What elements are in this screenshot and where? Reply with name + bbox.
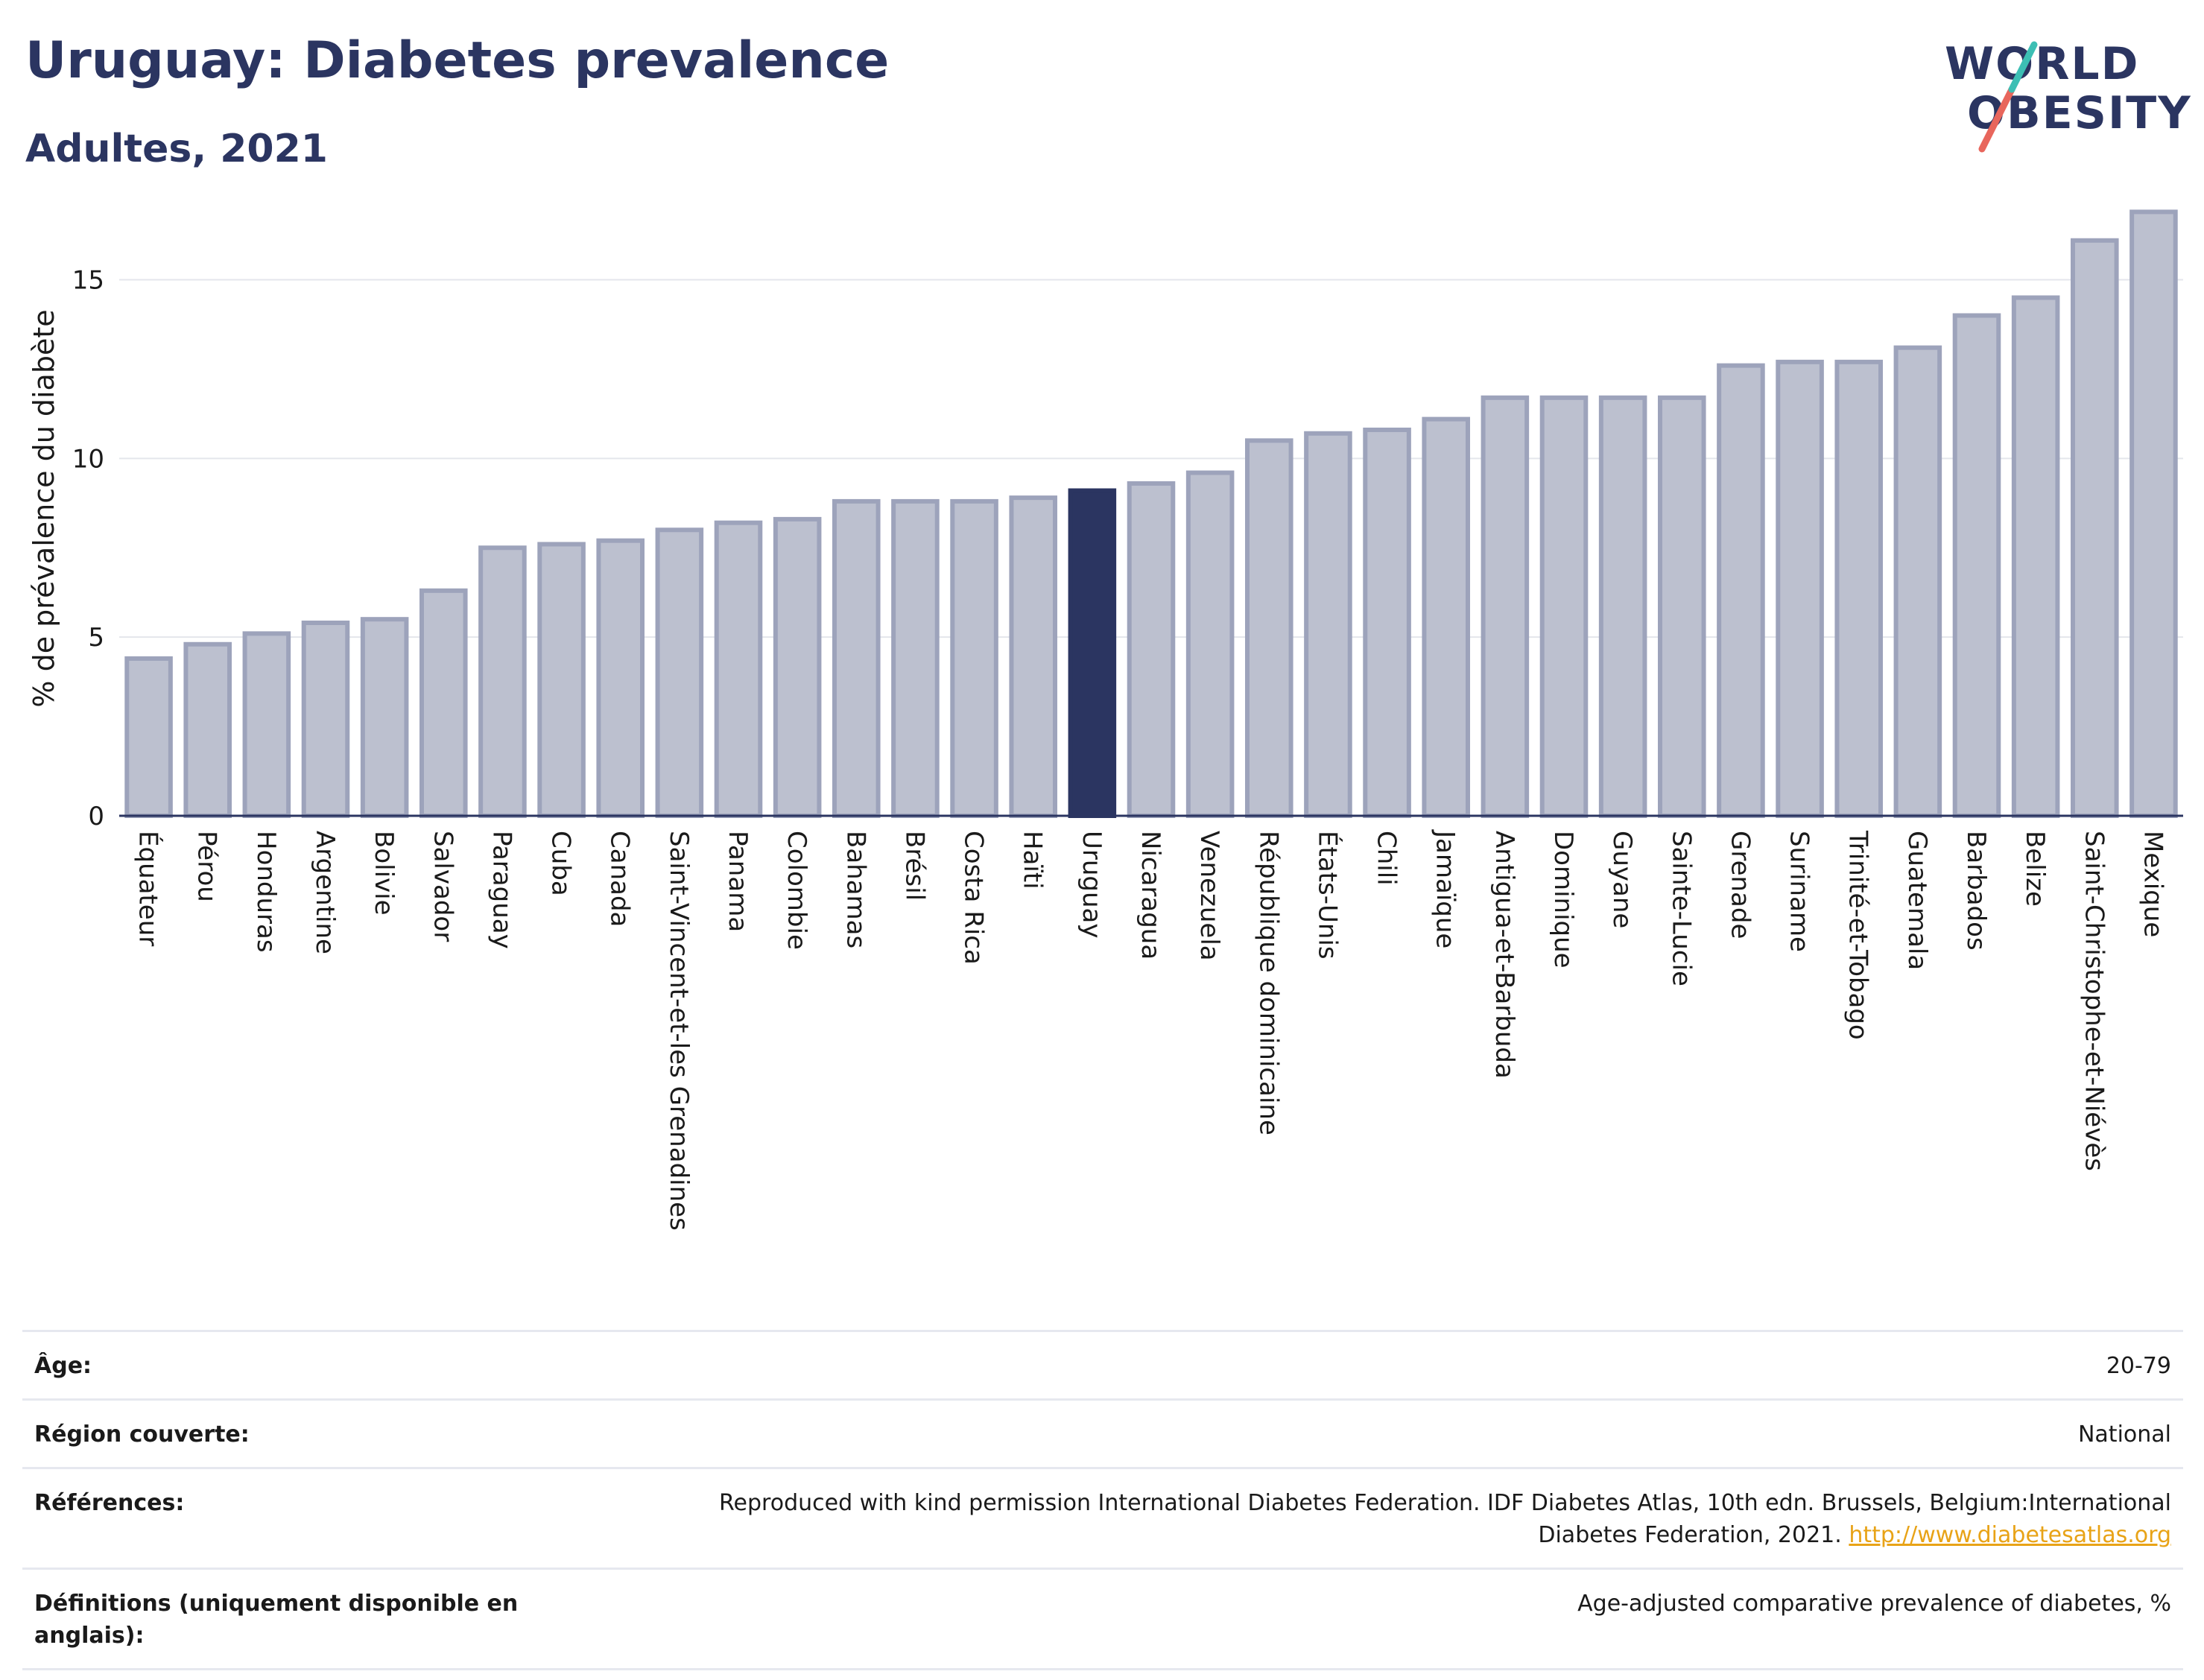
x-tick-label: Panama [723,831,753,932]
bar [360,617,409,818]
bar [183,641,232,819]
meta-row-definitions: Définitions (uniquement disponible en an… [22,1568,2183,1670]
bar [950,498,998,818]
meta-label: Âge: [34,1353,92,1379]
logo-line-1: WORLD [1945,38,2140,90]
meta-value: National [2077,1421,2171,1448]
bar [1893,345,1942,818]
x-tick-label: Paraguay [487,831,516,949]
bar [1422,416,1470,818]
meta-value: Age-adjusted comparative prevalence of d… [1577,1591,2171,1617]
bar [1481,395,1530,818]
bar [773,516,822,818]
bar [1363,427,1411,818]
meta-value-references: Reproduced with kind permission Internat… [644,1487,2183,1551]
meta-row-references: Références: Reproduced with kind permiss… [22,1467,2183,1568]
meta-row-age: Âge: 20-79 [22,1330,2183,1398]
bar [478,545,527,818]
world-obesity-logo[interactable]: WORLD OBESITY [1945,30,2191,156]
x-tick-label: Honduras [251,831,281,953]
logo-slash-icon [1978,41,2038,153]
x-tick-label: Venezuela [1194,831,1224,961]
bar [1127,481,1176,818]
x-tick-label: Colombie [782,831,811,950]
references-text: Reproduced with kind permission Internat… [719,1490,2171,1548]
x-tick-label: Haïti [1018,831,1048,890]
bar [1776,359,1824,818]
bar [2071,238,2119,818]
meta-label: Références: [34,1490,185,1516]
metadata-table: Âge: 20-79 Région couverte: National Réf… [22,1330,2183,1670]
meta-label: Définitions (uniquement disponible en an… [34,1591,519,1649]
bar [124,656,173,818]
bar-chart: 0 5 10 15 % de prévalence du diabète Équateur… [28,209,2183,1231]
bar [537,542,586,818]
x-tick-label: Nicaragua [1136,831,1165,960]
x-tick-label: Cuba [546,831,576,896]
x-tick-label: Dominique [1548,831,1578,969]
x-tick-label: Équateur [133,831,164,946]
bar [1304,431,1352,818]
chart-subtitle: Adultes, 2021 [25,127,328,171]
x-tick-label: Antigua-et-Barbuda [1489,831,1519,1079]
y-tick-label: 0 [88,802,104,831]
x-tick-label: Bolivie [369,831,399,916]
references-link[interactable]: http://www.diabetesatlas.org [1849,1522,2171,1548]
bar [419,588,468,818]
bar [1185,470,1235,818]
meta-row-region: Région couverte: National [22,1398,2183,1467]
x-tick-label: Saint-Christophe-et-Niévès [2079,831,2109,1171]
x-tick-label: Grenade [1725,831,1755,939]
bar [714,520,763,818]
chart-title: Uruguay: Diabetes prevalence [25,31,890,90]
y-tick-label: 5 [88,623,104,653]
bar [2129,209,2178,819]
bar [1717,363,1765,818]
bar [1658,395,1706,818]
bar [301,620,350,818]
x-tick-label: Belize [2020,831,2050,907]
x-tick-label: Salvador [428,831,457,942]
bar [596,538,645,818]
x-tick-label: Argentine [310,831,340,954]
meta-value: 20-79 [2106,1353,2171,1379]
x-tick-label: République dominicaine [1253,831,1283,1135]
x-tick-label: Trinité-et-Tobago [1843,830,1873,1040]
x-tick-label: Suriname [1785,831,1814,952]
bar [1068,488,1117,818]
bar [1539,395,1589,818]
bar [891,498,940,818]
x-tick-label: Pérou [192,831,222,902]
x-tick-label: Guatemala [1902,831,1932,970]
x-tick-label: Bahamas [840,831,870,948]
x-tick-label: Canada [605,831,635,927]
y-tick-label: 10 [72,444,104,474]
y-tick-label: 15 [72,266,104,296]
bar [1598,395,1647,818]
bar [832,498,881,818]
x-tick-label: Sainte-Lucie [1666,831,1696,986]
bar [655,527,704,818]
x-tick-label: Saint-Vincent-et-les Grenadines [664,831,694,1231]
bar [1009,495,1057,818]
x-tick-label: Costa Rica [959,831,989,965]
x-tick-label: Chili [1372,831,1402,886]
bar [1952,313,2001,819]
bar [1834,359,1883,818]
x-tick-label: Mexique [2138,831,2167,937]
x-tick-label: Guyane [1607,831,1637,928]
meta-label: Région couverte: [34,1421,250,1448]
y-axis-label: % de prévalence du diabète [28,309,60,707]
x-tick-label: Brésil [899,831,929,901]
x-tick-label: Barbados [1961,831,1991,951]
x-tick-label: Jamaïque [1431,829,1460,948]
bar [2011,295,2060,819]
bar [1245,438,1293,818]
bar [242,631,291,819]
x-tick-label: États-Unis [1312,831,1343,960]
x-tick-label: Uruguay [1077,831,1106,939]
